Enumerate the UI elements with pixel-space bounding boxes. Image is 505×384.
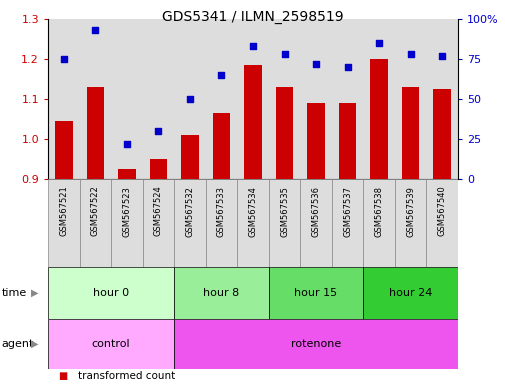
Text: hour 15: hour 15 <box>294 288 337 298</box>
Text: GSM567523: GSM567523 <box>122 185 131 237</box>
Bar <box>244 65 261 179</box>
Bar <box>174 267 268 319</box>
Bar <box>370 59 387 179</box>
Bar <box>142 19 174 179</box>
Bar <box>111 19 142 179</box>
Bar <box>142 179 174 267</box>
Bar <box>213 113 230 179</box>
Text: hour 8: hour 8 <box>203 288 239 298</box>
Point <box>123 141 131 147</box>
Text: hour 0: hour 0 <box>93 288 129 298</box>
Bar <box>338 103 356 179</box>
Text: GSM567536: GSM567536 <box>311 185 320 237</box>
Bar <box>299 19 331 179</box>
Text: GSM567533: GSM567533 <box>217 185 226 237</box>
Point <box>248 43 257 50</box>
Bar <box>394 19 426 179</box>
Text: GSM567535: GSM567535 <box>279 185 288 237</box>
Bar <box>433 89 450 179</box>
Text: GSM567534: GSM567534 <box>248 185 257 237</box>
Bar <box>174 319 457 369</box>
Text: GDS5341 / ILMN_2598519: GDS5341 / ILMN_2598519 <box>162 10 343 23</box>
Bar <box>331 179 363 267</box>
Bar <box>55 121 72 179</box>
Point <box>217 72 225 78</box>
Text: GSM567521: GSM567521 <box>59 185 68 237</box>
Point <box>154 128 162 134</box>
Text: GSM567539: GSM567539 <box>406 185 414 237</box>
Bar <box>149 159 167 179</box>
Bar <box>363 179 394 267</box>
Bar <box>174 19 206 179</box>
Bar <box>149 159 167 179</box>
Point <box>374 40 382 46</box>
Bar <box>338 103 356 179</box>
Text: ▶: ▶ <box>31 339 38 349</box>
Text: rotenone: rotenone <box>290 339 340 349</box>
Bar <box>268 179 299 267</box>
Text: control: control <box>91 339 130 349</box>
Bar <box>331 19 363 179</box>
Text: GSM567524: GSM567524 <box>154 185 163 237</box>
Bar <box>86 87 104 179</box>
Point <box>312 61 320 67</box>
Bar <box>401 87 419 179</box>
Bar <box>111 179 142 267</box>
Text: ▶: ▶ <box>31 288 38 298</box>
Point <box>280 51 288 57</box>
Bar <box>275 87 292 179</box>
Bar <box>48 267 174 319</box>
Bar <box>394 179 426 267</box>
Bar <box>48 179 79 267</box>
Bar <box>426 19 457 179</box>
Text: GSM567537: GSM567537 <box>342 185 351 237</box>
Bar <box>118 169 135 179</box>
Bar <box>213 113 230 179</box>
Text: hour 24: hour 24 <box>388 288 431 298</box>
Bar <box>307 103 324 179</box>
Bar <box>86 87 104 179</box>
Point <box>185 96 193 102</box>
Bar <box>237 179 268 267</box>
Bar <box>433 89 450 179</box>
Point <box>91 27 99 33</box>
Bar <box>363 19 394 179</box>
Bar <box>237 19 268 179</box>
Point <box>437 53 445 59</box>
Bar <box>174 179 206 267</box>
Point <box>60 56 68 62</box>
Bar <box>244 65 261 179</box>
Bar <box>299 179 331 267</box>
Bar <box>181 135 198 179</box>
Bar <box>48 319 174 369</box>
Bar <box>118 169 135 179</box>
Point <box>343 64 351 70</box>
Text: time: time <box>2 288 27 298</box>
Bar <box>79 19 111 179</box>
Bar <box>363 267 457 319</box>
Bar <box>401 87 419 179</box>
Bar <box>275 87 292 179</box>
Bar <box>181 135 198 179</box>
Bar <box>55 121 72 179</box>
Text: GSM567532: GSM567532 <box>185 185 194 237</box>
Point <box>406 51 414 57</box>
Bar <box>206 179 237 267</box>
Bar <box>307 103 324 179</box>
Bar <box>206 19 237 179</box>
Text: agent: agent <box>2 339 34 349</box>
Text: GSM567540: GSM567540 <box>437 185 446 237</box>
Bar <box>268 267 363 319</box>
Text: ■: ■ <box>58 371 67 381</box>
Bar <box>48 19 79 179</box>
Bar <box>426 179 457 267</box>
Bar <box>268 19 299 179</box>
Text: GSM567538: GSM567538 <box>374 185 383 237</box>
Text: transformed count: transformed count <box>78 371 175 381</box>
Text: GSM567522: GSM567522 <box>91 185 99 237</box>
Bar <box>370 59 387 179</box>
Bar <box>79 179 111 267</box>
